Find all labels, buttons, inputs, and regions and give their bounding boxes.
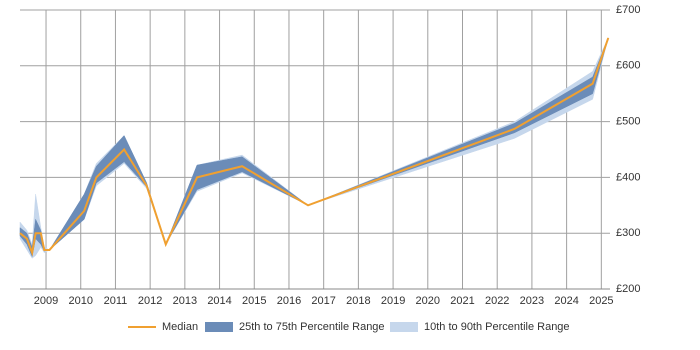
y-tick-label: £500 [616,116,640,128]
y-tick-label: £300 [616,227,640,239]
x-tick-label: 2012 [138,295,162,307]
x-tick-label: 2015 [242,295,266,307]
legend-swatch [390,322,418,332]
x-tick-label: 2025 [589,295,613,307]
range-band [19,37,609,258]
range-band [19,37,609,259]
x-tick-label: 2013 [173,295,197,307]
x-tick-label: 2022 [485,295,509,307]
x-tick-label: 2010 [68,295,92,307]
x-tick-label: 2009 [34,295,58,307]
x-tick-label: 2014 [207,295,231,307]
x-tick-label: 2020 [416,295,440,307]
x-tick-label: 2024 [554,295,578,307]
x-tick-label: 2019 [381,295,405,307]
legend-label: 10th to 90th Percentile Range [424,321,570,333]
x-tick-label: 2011 [104,295,128,307]
y-tick-label: £700 [616,4,640,16]
legend-label: 25th to 75th Percentile Range [239,321,385,333]
y-tick-label: £600 [616,60,640,72]
x-tick-label: 2023 [520,295,544,307]
x-tick-label: 2016 [277,295,301,307]
x-tick-label: 2021 [450,295,474,307]
x-tick-label: 2018 [346,295,370,307]
legend-label: Median [162,321,198,333]
y-tick-label: £200 [616,283,640,295]
x-tick-label: 2017 [311,295,335,307]
median-line [19,37,610,257]
legend-swatch [205,322,233,332]
y-tick-label: £400 [616,171,640,183]
